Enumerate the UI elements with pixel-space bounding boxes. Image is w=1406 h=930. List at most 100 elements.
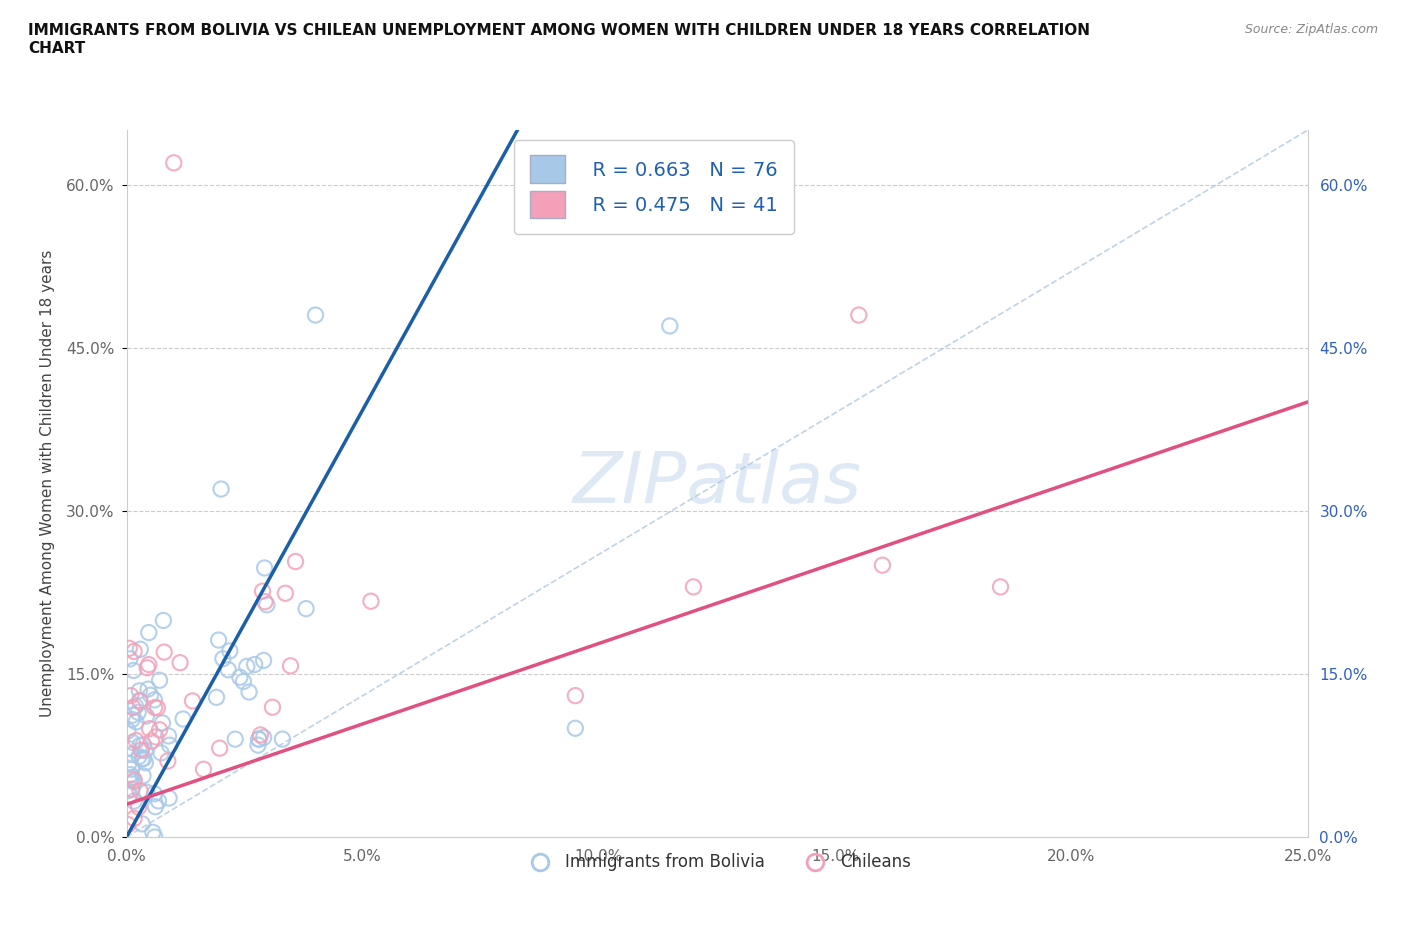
Immigrants from Bolivia: [152, 715, 174, 730]
Immigrants from Bolivia: [117, 783, 139, 798]
Chileans: [564, 688, 586, 703]
Chileans: [872, 558, 894, 573]
Immigrants from Bolivia: [120, 767, 142, 782]
Immigrants from Bolivia: [135, 709, 157, 724]
Immigrants from Bolivia: [143, 830, 166, 844]
Immigrants from Bolivia: [256, 597, 278, 612]
Chileans: [253, 594, 276, 609]
Immigrants from Bolivia: [209, 482, 232, 497]
Chileans: [121, 782, 143, 797]
Immigrants from Bolivia: [172, 711, 194, 726]
Immigrants from Bolivia: [304, 308, 326, 323]
Chileans: [163, 155, 186, 170]
Immigrants from Bolivia: [131, 751, 153, 766]
Chileans: [990, 579, 1012, 594]
Chileans: [280, 658, 302, 673]
Chileans: [136, 660, 159, 675]
Immigrants from Bolivia: [224, 732, 246, 747]
Legend: Immigrants from Bolivia, Chileans: Immigrants from Bolivia, Chileans: [516, 847, 918, 878]
Immigrants from Bolivia: [121, 708, 143, 723]
Immigrants from Bolivia: [157, 790, 180, 805]
Immigrants from Bolivia: [122, 793, 145, 808]
Immigrants from Bolivia: [117, 741, 139, 756]
Chileans: [138, 658, 160, 672]
Immigrants from Bolivia: [143, 693, 166, 708]
Immigrants from Bolivia: [243, 658, 266, 672]
Immigrants from Bolivia: [118, 788, 141, 803]
Chileans: [117, 817, 139, 832]
Chileans: [153, 644, 176, 659]
Chileans: [143, 700, 166, 715]
Chileans: [125, 733, 148, 748]
Immigrants from Bolivia: [236, 659, 259, 674]
Immigrants from Bolivia: [122, 775, 145, 790]
Chileans: [145, 729, 167, 744]
Chileans: [122, 811, 145, 826]
Chileans: [274, 586, 297, 601]
Immigrants from Bolivia: [142, 825, 165, 840]
Immigrants from Bolivia: [253, 561, 276, 576]
Chileans: [262, 699, 284, 714]
Chileans: [141, 734, 163, 749]
Chileans: [284, 554, 307, 569]
Immigrants from Bolivia: [120, 772, 142, 787]
Immigrants from Bolivia: [128, 693, 150, 708]
Immigrants from Bolivia: [232, 674, 254, 689]
Immigrants from Bolivia: [145, 799, 167, 814]
Text: IMMIGRANTS FROM BOLIVIA VS CHILEAN UNEMPLOYMENT AMONG WOMEN WITH CHILDREN UNDER : IMMIGRANTS FROM BOLIVIA VS CHILEAN UNEMP…: [28, 23, 1090, 56]
Immigrants from Bolivia: [205, 690, 228, 705]
Immigrants from Bolivia: [132, 768, 155, 783]
Immigrants from Bolivia: [157, 728, 180, 743]
Immigrants from Bolivia: [148, 793, 170, 808]
Immigrants from Bolivia: [128, 749, 150, 764]
Immigrants from Bolivia: [117, 724, 139, 738]
Y-axis label: Unemployment Among Women with Children Under 18 years: Unemployment Among Women with Children U…: [41, 250, 55, 717]
Chileans: [120, 688, 142, 703]
Chileans: [252, 584, 274, 599]
Immigrants from Bolivia: [131, 817, 153, 831]
Immigrants from Bolivia: [212, 651, 235, 666]
Chileans: [169, 656, 191, 671]
Chileans: [360, 593, 382, 608]
Immigrants from Bolivia: [246, 737, 269, 752]
Chileans: [138, 722, 160, 737]
Immigrants from Bolivia: [121, 770, 143, 785]
Immigrants from Bolivia: [121, 735, 143, 750]
Chileans: [181, 694, 204, 709]
Chileans: [121, 700, 143, 715]
Immigrants from Bolivia: [128, 684, 150, 698]
Immigrants from Bolivia: [247, 732, 270, 747]
Immigrants from Bolivia: [238, 684, 260, 699]
Immigrants from Bolivia: [118, 651, 141, 666]
Immigrants from Bolivia: [132, 751, 155, 765]
Text: ZIPatlas: ZIPatlas: [572, 449, 862, 518]
Chileans: [193, 762, 215, 777]
Immigrants from Bolivia: [134, 743, 156, 758]
Chileans: [149, 723, 172, 737]
Immigrants from Bolivia: [218, 644, 240, 658]
Immigrants from Bolivia: [564, 721, 586, 736]
Immigrants from Bolivia: [139, 688, 162, 703]
Immigrants from Bolivia: [159, 737, 181, 752]
Immigrants from Bolivia: [150, 746, 173, 761]
Immigrants from Bolivia: [295, 601, 318, 616]
Immigrants from Bolivia: [217, 662, 239, 677]
Immigrants from Bolivia: [125, 714, 148, 729]
Chileans: [146, 700, 169, 715]
Chileans: [208, 741, 231, 756]
Immigrants from Bolivia: [127, 705, 149, 720]
Immigrants from Bolivia: [124, 699, 146, 714]
Immigrants from Bolivia: [129, 737, 152, 752]
Immigrants from Bolivia: [121, 747, 143, 762]
Chileans: [118, 641, 141, 656]
Chileans: [848, 308, 870, 323]
Immigrants from Bolivia: [253, 730, 276, 745]
Immigrants from Bolivia: [135, 785, 157, 800]
Chileans: [249, 727, 271, 742]
Chileans: [129, 783, 152, 798]
Immigrants from Bolivia: [118, 756, 141, 771]
Immigrants from Bolivia: [152, 613, 174, 628]
Immigrants from Bolivia: [121, 712, 143, 727]
Immigrants from Bolivia: [121, 762, 143, 777]
Immigrants from Bolivia: [136, 682, 159, 697]
